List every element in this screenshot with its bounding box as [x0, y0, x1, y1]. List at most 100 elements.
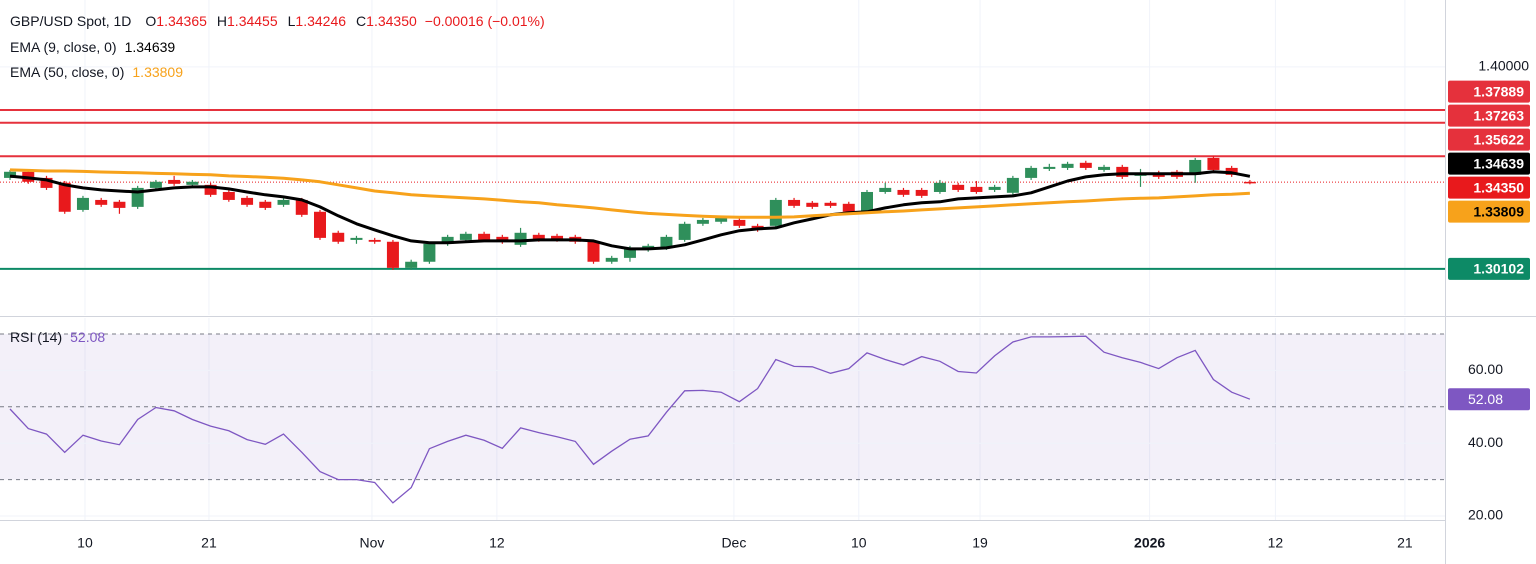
y-tick-label: 60.00	[1468, 361, 1503, 377]
change: −0.00016 (−0.01%)	[425, 13, 545, 29]
ema-line	[9, 170, 1251, 251]
candle-body	[423, 243, 436, 262]
candle-body	[95, 199, 108, 205]
candle-body	[332, 232, 345, 242]
legend-header: GBP/USD Spot, 1D O1.34365 H1.34455 L1.34246…	[10, 13, 545, 29]
candle-body	[441, 236, 454, 244]
y-tick-label: 20.00	[1468, 507, 1503, 523]
candle-body	[168, 179, 181, 184]
x-tick-label: 21	[201, 535, 217, 551]
candle-body	[1207, 157, 1220, 170]
legend-value: 1.34365	[156, 13, 207, 29]
candle-body	[715, 217, 728, 222]
candle-body	[1098, 166, 1111, 170]
candle-body	[933, 182, 946, 192]
candle-body	[1243, 181, 1256, 184]
candle-body	[605, 257, 618, 262]
rsi-label-box	[1448, 388, 1530, 411]
legend-name: EMA (9, close, 0)	[10, 39, 117, 55]
price-label: 1.37889	[1473, 83, 1524, 99]
candle-body	[769, 199, 782, 226]
y-tick-label: 1.40000	[1478, 58, 1529, 74]
rsi-line	[9, 335, 1251, 504]
rsi-legend: RSI (14) 52.08	[10, 329, 105, 345]
candle-body	[1006, 177, 1019, 193]
candle-body	[313, 211, 326, 238]
legend-name: RSI (14)	[10, 329, 62, 345]
plot-layer: 10 21 Nov 12 Dec 10 19 2026 12 21 1.40000 60.00 40.0…	[0, 0, 1530, 551]
rsi-label: 52.08	[1468, 391, 1503, 407]
candle-body	[806, 202, 819, 207]
price-label-box	[1448, 104, 1530, 127]
candle-body	[696, 219, 709, 224]
candle-body	[459, 233, 472, 240]
x-tick-label: Nov	[360, 535, 385, 551]
candle-body	[386, 241, 399, 268]
y-tick-label: 40.00	[1468, 434, 1503, 450]
x-tick-label: Dec	[721, 535, 746, 551]
candle-body	[824, 202, 837, 206]
legend-key: C	[356, 13, 366, 29]
ema-line	[9, 168, 1250, 219]
candle-body	[222, 191, 235, 200]
legend-name: EMA (50, close, 0)	[10, 64, 124, 80]
candle-body	[350, 237, 363, 240]
candle-body	[861, 191, 873, 212]
candle-body	[204, 184, 217, 195]
candle-body	[58, 182, 71, 212]
candle-body	[496, 236, 509, 242]
candle-body	[623, 247, 636, 258]
candle-body	[76, 197, 89, 210]
candle-body	[970, 186, 983, 192]
price-label-box	[1448, 152, 1530, 175]
x-tick-label: 12	[1268, 535, 1284, 551]
x-tick-label: 19	[972, 535, 988, 551]
legend-key: L	[288, 13, 296, 29]
candle-body	[259, 201, 272, 208]
candle-body	[952, 184, 965, 190]
symbol: GBP/USD Spot, 1D	[10, 13, 131, 29]
candle-body	[660, 236, 673, 248]
price-label-box	[1448, 200, 1530, 223]
candle-body	[1116, 166, 1129, 177]
candle-body	[678, 223, 691, 240]
legend-value: 52.08	[70, 329, 105, 345]
candle-body	[915, 189, 928, 196]
legend-key: H	[217, 13, 227, 29]
legend-value: 1.34639	[125, 39, 176, 55]
price-label: 1.37263	[1473, 107, 1524, 123]
candle-body	[532, 234, 545, 240]
x-tick-label: 21	[1397, 535, 1413, 551]
candle-body	[1079, 162, 1092, 168]
candle-body	[879, 187, 892, 192]
x-tick-label: 10	[851, 535, 867, 551]
candle-body	[551, 235, 564, 240]
legend-key: O	[145, 13, 156, 29]
legend-value: 1.33809	[132, 64, 183, 80]
candle-body	[587, 241, 600, 262]
price-label-box	[1448, 257, 1530, 280]
candle-body	[186, 181, 199, 185]
x-tick-label: 10	[77, 535, 93, 551]
candle-body	[368, 239, 381, 242]
candle-body	[295, 199, 308, 215]
candle-body	[514, 232, 527, 245]
candle-body	[478, 233, 491, 240]
legend-value: 1.34350	[366, 13, 417, 29]
candle-body	[277, 199, 290, 205]
price-label-box	[1448, 128, 1530, 151]
price-label: 1.30102	[1473, 261, 1524, 277]
price-label: 1.34639	[1473, 155, 1524, 171]
candle-body	[1061, 163, 1074, 168]
candle-body	[1043, 166, 1056, 169]
price-label: 1.34350	[1473, 179, 1524, 195]
legend-value: 1.34455	[227, 13, 278, 29]
candle-body	[988, 186, 1001, 190]
candle-body	[788, 199, 801, 206]
price-label: 1.33809	[1473, 203, 1524, 219]
price-label-box	[1448, 176, 1530, 199]
legend-row: EMA (9, close, 0) 1.34639	[10, 39, 175, 55]
candle-body	[897, 189, 910, 195]
